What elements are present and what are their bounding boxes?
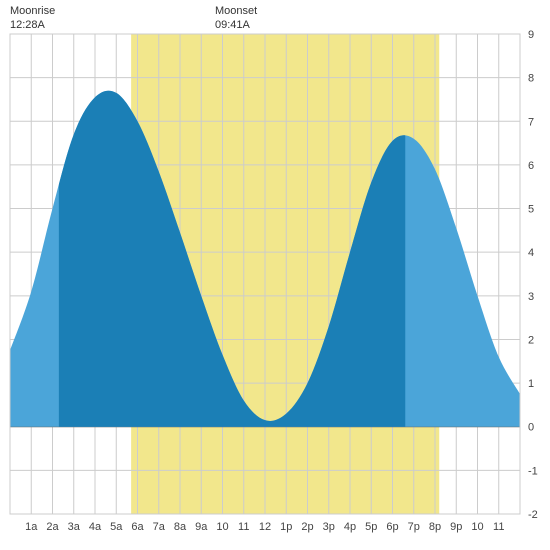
x-tick-label: 3p (323, 521, 335, 533)
x-tick-label: 8a (174, 521, 187, 533)
x-tick-label: 1a (25, 521, 38, 533)
y-tick-label: -1 (528, 465, 538, 477)
y-tick-label: 1 (528, 378, 534, 390)
x-tick-label: 4p (344, 521, 356, 533)
x-tick-label: 10 (216, 521, 228, 533)
moonrise-label: Moonrise 12:28A (10, 4, 55, 33)
y-tick-label: 0 (528, 422, 534, 434)
x-tick-label: 12 (259, 521, 271, 533)
y-tick-label: 4 (528, 247, 534, 259)
y-tick-label: 5 (528, 204, 534, 216)
moonrise-value: 12:28A (10, 18, 55, 32)
x-tick-label: 11 (493, 521, 504, 533)
moonset-label: Moonset 09:41A (215, 4, 257, 33)
y-tick-label: 3 (528, 291, 534, 303)
x-tick-label: 7a (153, 521, 166, 533)
x-tick-label: 11 (238, 521, 249, 533)
y-tick-label: 9 (528, 29, 534, 41)
y-tick-label: 6 (528, 160, 534, 172)
moonset-value: 09:41A (215, 18, 257, 32)
x-tick-label: 6p (386, 521, 398, 533)
x-tick-label: 7p (408, 521, 420, 533)
x-tick-label: 2p (301, 521, 313, 533)
x-tick-label: 9a (195, 521, 208, 533)
x-tick-label: 8p (429, 521, 441, 533)
y-tick-label: 2 (528, 334, 534, 346)
x-tick-label: 4a (89, 521, 102, 533)
x-tick-label: 6a (131, 521, 144, 533)
x-tick-label: 3a (68, 521, 81, 533)
x-tick-label: 10 (471, 521, 483, 533)
x-tick-label: 5p (365, 521, 377, 533)
y-tick-label: 7 (528, 116, 534, 128)
tide-chart-container: Moonrise 12:28A Moonset 09:41A 1a2a3a4a5… (0, 0, 550, 550)
x-tick-label: 1p (280, 521, 292, 533)
y-tick-label: -2 (528, 509, 538, 521)
moonrise-title: Moonrise (10, 4, 55, 18)
x-tick-label: 5a (110, 521, 123, 533)
x-tick-label: 2a (46, 521, 59, 533)
tide-chart: 1a2a3a4a5a6a7a8a9a1011121p2p3p4p5p6p7p8p… (0, 0, 550, 550)
x-tick-label: 9p (450, 521, 462, 533)
moonset-title: Moonset (215, 4, 257, 18)
y-tick-label: 8 (528, 73, 534, 85)
